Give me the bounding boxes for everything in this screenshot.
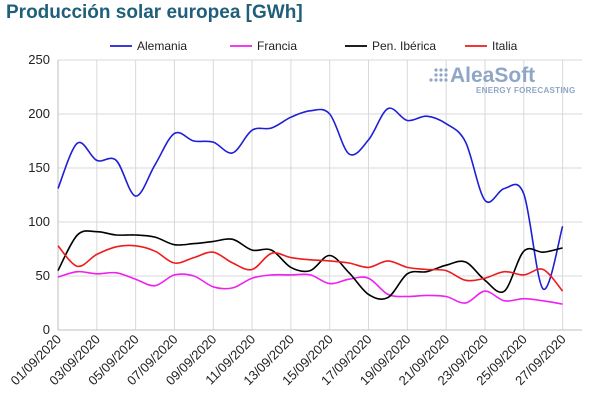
logo-name: AleaSoft — [450, 64, 535, 87]
logo-dots-icon — [429, 68, 448, 82]
grid — [57, 59, 582, 331]
y-tick-label: 0 — [43, 322, 50, 337]
series-lines — [57, 107, 564, 305]
series-line-alemania — [57, 107, 564, 290]
legend: Alemania Francia Pen. Ibérica Italia — [110, 39, 518, 53]
y-tick-label: 250 — [28, 52, 50, 67]
legend-label-alemania: Alemania — [137, 39, 187, 53]
y-tick-label: 150 — [28, 160, 50, 175]
legend-label-italia: Italia — [492, 39, 518, 53]
legend-label-francia: Francia — [257, 39, 297, 53]
y-tick-label: 100 — [28, 214, 50, 229]
axes: 05010015020025001/09/202003/09/202005/09… — [7, 52, 582, 388]
y-tick-label: 200 — [28, 106, 50, 121]
series-line-francia — [57, 270, 563, 305]
aleasoft-logo: AleaSoft ENERGY FORECASTING — [429, 64, 575, 95]
legend-label-pen-iberica: Pen. Ibérica — [372, 39, 436, 53]
series-line-pen-iberica — [57, 230, 563, 300]
series-line-italia — [57, 244, 564, 292]
y-tick-label: 50 — [36, 268, 50, 283]
chart-title: Producción solar europea [GWh] — [6, 2, 303, 23]
logo-tagline: ENERGY FORECASTING — [476, 86, 576, 95]
